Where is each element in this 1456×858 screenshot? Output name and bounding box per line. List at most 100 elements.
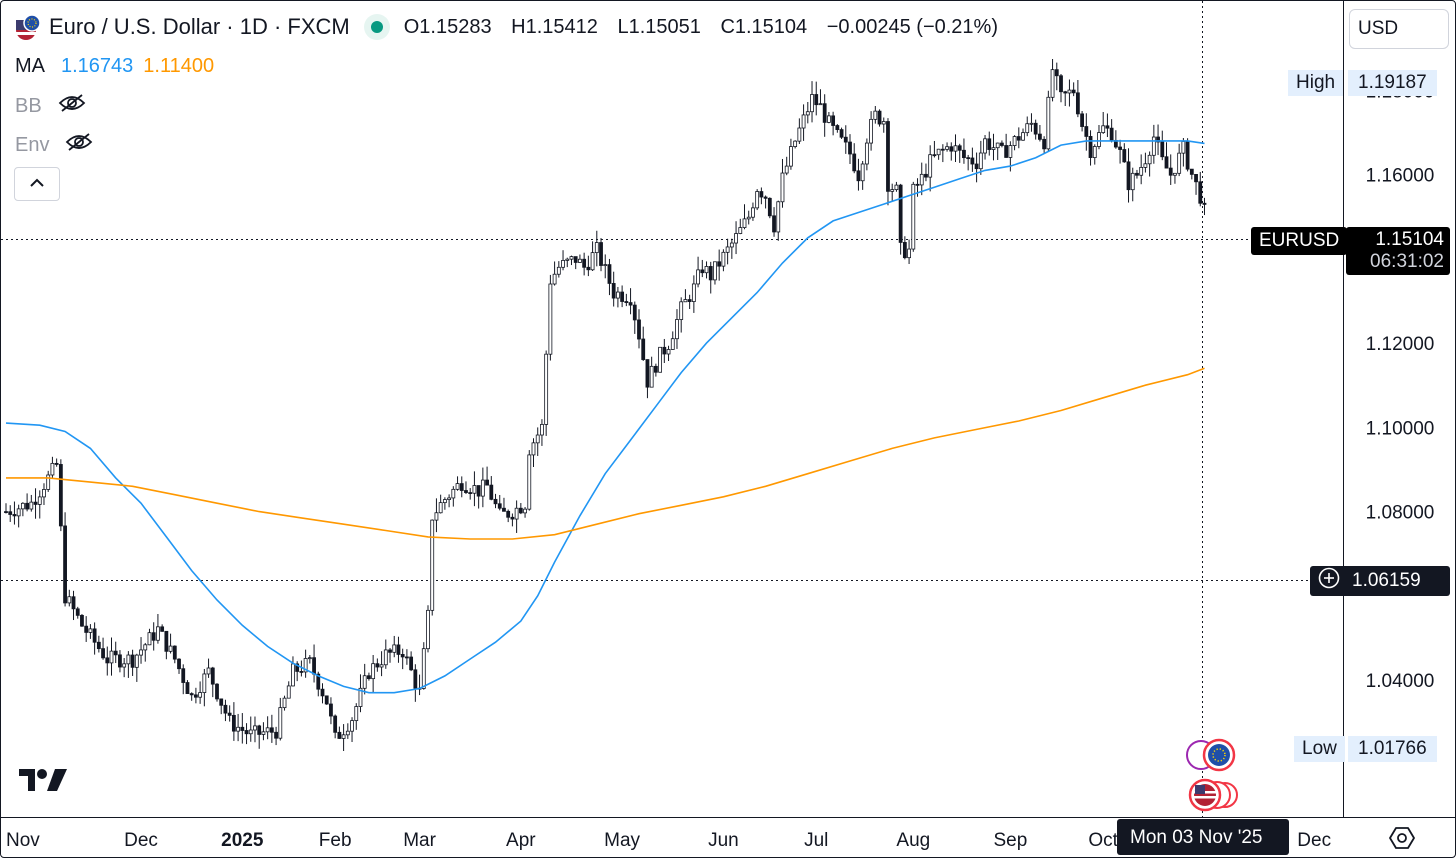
price-scale[interactable]: 1.180001.160001.140001.120001.100001.080…: [1366, 81, 1435, 692]
candle: [860, 160, 865, 190]
eye-off-icon[interactable]: [65, 132, 93, 158]
candle: [71, 590, 76, 621]
candle: [578, 254, 582, 263]
candle: [670, 331, 675, 350]
settings-icon[interactable]: [1389, 825, 1415, 856]
candle: [80, 614, 84, 627]
candle: [843, 125, 848, 154]
candle: [253, 716, 257, 743]
candle: [886, 118, 890, 206]
candle: [172, 645, 177, 664]
plus-circle-icon[interactable]: [1318, 567, 1340, 595]
env-legend[interactable]: Env: [15, 132, 93, 158]
symbol-price-tag: EURUSD: [1251, 227, 1348, 255]
candle: [143, 642, 148, 662]
candle: [459, 476, 464, 498]
candle: [261, 722, 266, 741]
candle: [721, 249, 726, 272]
candle: [168, 633, 173, 654]
low-label: Low: [1302, 738, 1337, 759]
candle: [421, 642, 426, 690]
time-scale[interactable]: Nov Dec 2025 Feb Mar Apr May Jun Jul Aug Sep Oct Dec: [6, 830, 1331, 851]
candle: [430, 519, 435, 616]
candle: [603, 254, 608, 279]
time-tick-label: Mar: [403, 830, 436, 851]
candle: [269, 714, 274, 743]
candle: [725, 238, 730, 265]
collapse-legend-button[interactable]: [14, 167, 60, 201]
tradingview-logo[interactable]: [19, 767, 69, 800]
ohlc-values: O1.15283 H1.15412 L1.15051 C1.15104 −0.0…: [404, 16, 1012, 39]
candle: [455, 476, 460, 491]
candle: [991, 133, 996, 161]
candle: [139, 637, 143, 664]
ma-label: MA: [15, 55, 45, 77]
candle: [776, 200, 781, 241]
ohlc-change: −0.00245 (−0.21%): [826, 15, 998, 38]
candle: [464, 481, 468, 495]
bb-legend[interactable]: BB: [15, 93, 86, 119]
candle: [1126, 148, 1131, 203]
market-status-icon[interactable]: [363, 14, 390, 40]
time-tick-label: May: [604, 830, 640, 851]
candle: [1181, 138, 1186, 167]
candle: [409, 651, 414, 672]
us-flag-event-icon[interactable]: [1188, 778, 1238, 812]
candle: [54, 458, 59, 467]
candle: [687, 294, 692, 310]
candle: [869, 111, 873, 151]
candle: [691, 275, 696, 313]
candle: [704, 261, 709, 279]
candle: [805, 102, 810, 124]
candle: [708, 261, 713, 294]
bar-countdown: 06:31:02: [1370, 251, 1444, 272]
candle: [206, 658, 211, 678]
symbol-legend[interactable]: Euro / U.S. Dollar · 1D · FXCM O1.15283 …: [15, 13, 1012, 41]
symbol-title[interactable]: Euro / U.S. Dollar · 1D · FXCM: [49, 14, 350, 39]
candle: [1050, 58, 1055, 102]
candle: [1173, 172, 1177, 184]
candle: [1033, 119, 1038, 140]
candle: [223, 699, 228, 722]
candle: [354, 703, 359, 730]
candle: [67, 589, 72, 607]
candle: [198, 681, 203, 704]
candle: [801, 104, 806, 141]
candle: [25, 493, 30, 512]
candle: [586, 255, 591, 277]
candle: [101, 637, 105, 660]
candle: [489, 476, 494, 501]
candle: [919, 162, 924, 196]
candle: [628, 288, 633, 315]
candle: [113, 641, 118, 664]
candle: [1075, 79, 1080, 118]
candle: [1109, 119, 1114, 143]
candle: [696, 256, 700, 288]
ma-legend[interactable]: MA 1.16743 1.11400: [15, 55, 214, 78]
candle: [274, 726, 278, 746]
currency-button[interactable]: USD: [1349, 9, 1449, 49]
candle: [337, 726, 342, 739]
eu-flag-event-icon[interactable]: [1202, 738, 1236, 772]
events-marker[interactable]: [1183, 737, 1243, 813]
eye-off-icon[interactable]: [58, 93, 86, 119]
ohlc-low: L1.15051: [617, 15, 701, 38]
candle: [379, 651, 384, 677]
candle: [772, 207, 776, 237]
candle: [1038, 124, 1042, 142]
candle: [822, 94, 827, 137]
candle: [949, 142, 954, 161]
price-tick-label: 1.08000: [1366, 503, 1435, 524]
crosshair-price-tag[interactable]: 1.06159: [1310, 566, 1450, 596]
candle: [240, 713, 245, 744]
candle: [924, 163, 928, 182]
candle: [599, 238, 603, 272]
candle: [839, 127, 844, 139]
candle: [303, 649, 308, 678]
candle: [476, 485, 481, 509]
candle: [767, 197, 772, 219]
candle: [717, 249, 722, 281]
candle: [970, 147, 975, 172]
